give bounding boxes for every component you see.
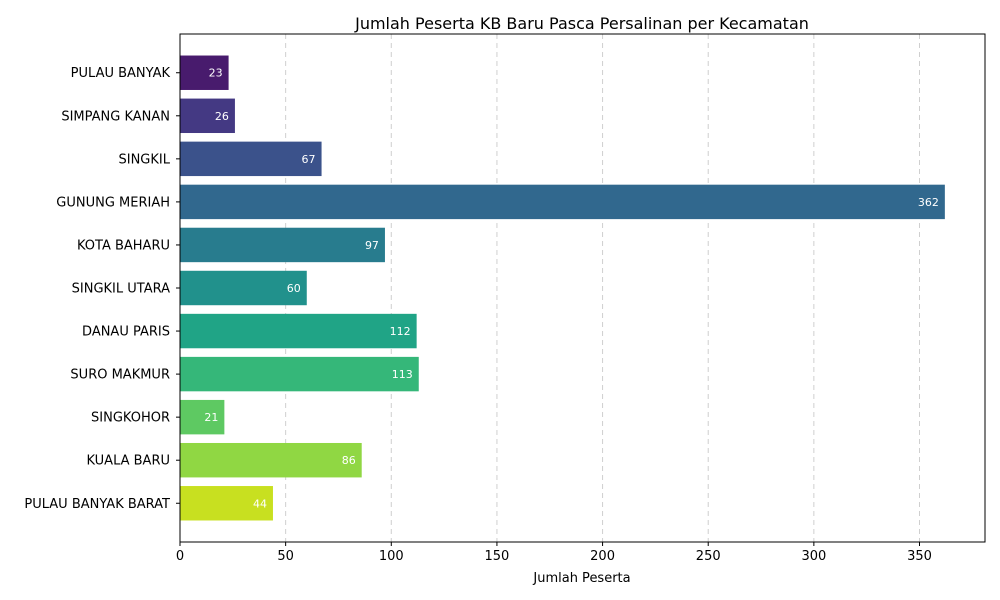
bar — [180, 356, 419, 392]
x-tick-label: 150 — [485, 549, 510, 564]
x-tick-label: 200 — [590, 549, 615, 564]
data-label: 362 — [918, 196, 939, 209]
bar — [180, 442, 362, 478]
plot-frame — [179, 33, 986, 543]
category-label: PULAU BANYAK BARAT — [24, 497, 170, 512]
category-label: SINGKIL UTARA — [72, 282, 170, 297]
x-tick-label: 350 — [907, 549, 932, 564]
data-label: 97 — [365, 239, 379, 252]
category-label: KUALA BARU — [86, 454, 170, 469]
data-label-layer: 23 26 67 362 97 60 112 113 21 86 44 — [204, 67, 938, 511]
data-label: 86 — [342, 454, 356, 467]
y-axis: PULAU BANYAK SIMPANG KANAN SINGKIL GUNUNG M… — [24, 66, 180, 512]
bar-layer — [180, 55, 945, 521]
category-label: PULAU BANYAK — [71, 66, 171, 81]
category-label: SURO MAKMUR — [70, 368, 170, 383]
data-label: 21 — [204, 411, 218, 424]
x-tick-label: 100 — [379, 549, 404, 564]
data-label: 26 — [215, 110, 229, 123]
x-axis-title: Jumlah Peserta — [532, 571, 630, 586]
data-label: 67 — [302, 153, 316, 166]
category-label: KOTA BAHARU — [77, 238, 170, 253]
data-label: 113 — [392, 368, 413, 381]
bar — [180, 55, 229, 90]
category-label: SINGKIL — [119, 152, 171, 167]
x-tick-label: 300 — [801, 549, 826, 564]
grid-layer — [179, 34, 921, 542]
x-tick-label: 250 — [696, 549, 721, 564]
data-label: 44 — [253, 497, 267, 510]
bar — [180, 486, 273, 521]
x-tick-label: 50 — [277, 549, 294, 564]
bar — [180, 399, 225, 435]
chart-title: Jumlah Peserta KB Baru Pasca Persalinan … — [354, 14, 809, 33]
data-label: 23 — [209, 67, 223, 80]
bar — [180, 270, 307, 306]
category-label: DANAU PARIS — [82, 325, 170, 340]
bar — [180, 141, 322, 177]
bar — [180, 98, 235, 134]
x-axis: 0 50 100 150 200 250 300 350 — [176, 542, 932, 564]
bar — [180, 313, 417, 349]
category-label: GUNUNG MERIAH — [56, 195, 170, 210]
bar — [180, 227, 385, 263]
category-label: SIMPANG KANAN — [61, 109, 170, 124]
bar — [180, 184, 945, 220]
category-label: SINGKOHOR — [91, 411, 170, 426]
data-label: 60 — [287, 282, 301, 295]
x-tick-label: 0 — [176, 549, 184, 564]
data-label: 112 — [390, 325, 411, 338]
